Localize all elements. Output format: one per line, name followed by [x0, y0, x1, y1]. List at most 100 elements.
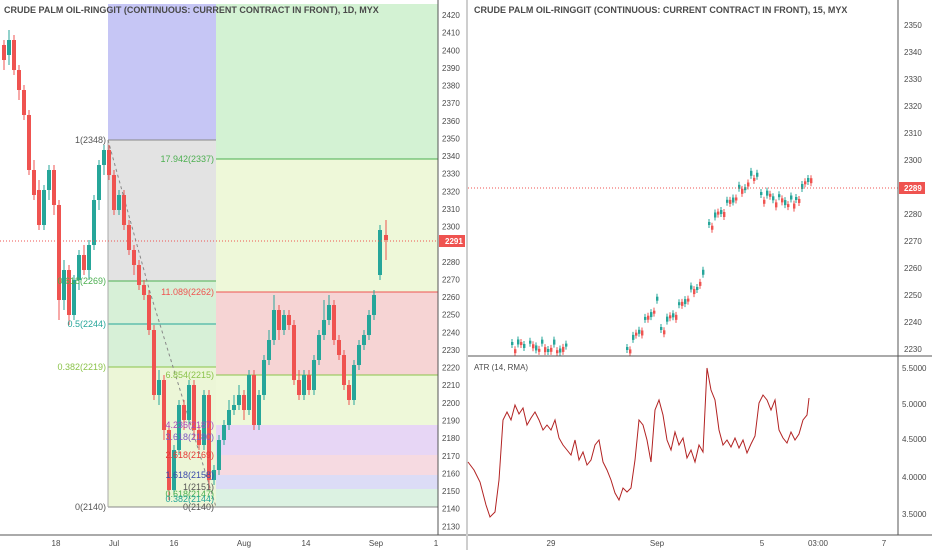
candle-body: [32, 170, 36, 195]
candle-body: [708, 222, 711, 225]
candle-body: [362, 335, 366, 345]
fib-right-2618: 2.618(2169): [165, 450, 214, 460]
left-y-tick: 2410: [442, 29, 460, 38]
candle-body: [237, 395, 241, 405]
right-price-axis[interactable]: 2350234023302320231023002290228022702260…: [897, 0, 925, 535]
atr-tick: 5.0000: [902, 400, 927, 409]
candle-body: [781, 198, 784, 203]
left-y-tick: 2360: [442, 117, 460, 126]
candle-body: [766, 190, 769, 196]
candle-body: [157, 380, 161, 395]
left-time-axis[interactable]: 18 Jul 16 Aug 14 Sep 1: [0, 534, 466, 548]
candle-body: [544, 347, 547, 353]
candle-body: [723, 212, 726, 218]
fib-right-0: 0(2140): [183, 502, 214, 512]
candle-body: [212, 470, 216, 480]
left-y-tick: 2230: [442, 346, 460, 355]
candle-body: [17, 70, 21, 90]
candle-body: [556, 350, 559, 354]
left-y-tick: 2320: [442, 187, 460, 196]
candle-body: [42, 190, 46, 225]
candle-body: [97, 165, 101, 200]
right-price-badge: [899, 182, 925, 194]
right-y-tick: 2340: [904, 48, 922, 57]
left-chart[interactable]: 1(2348) 0.618(2269) 0.5(2244) 0.382(2219…: [0, 4, 438, 512]
candle-body: [523, 343, 526, 348]
candle-body: [187, 385, 191, 420]
right-y-tick: 2330: [904, 75, 922, 84]
right-chart[interactable]: CRUDE PALM OIL-RINGGIT (CONTINUOUS: CURR…: [468, 5, 898, 357]
candle-body: [778, 194, 781, 198]
candle-body: [107, 150, 111, 175]
candle-body: [77, 255, 81, 280]
candle-body: [297, 380, 301, 395]
candle-body: [690, 285, 693, 290]
left-y-tick: 2330: [442, 170, 460, 179]
candle-body: [790, 195, 793, 200]
left-chart-title: CRUDE PALM OIL-RINGGIT (CONTINUOUS: CURR…: [4, 5, 379, 15]
candle-body: [252, 375, 256, 425]
atr-pane[interactable]: ATR (14, RMA) 5.5000 5.0000 4.5000 4.000…: [467, 363, 927, 519]
candle-body: [27, 115, 31, 170]
candle-body: [222, 425, 226, 440]
left-y-tick: 2370: [442, 99, 460, 108]
candle-body: [172, 450, 176, 490]
candle-body: [112, 175, 116, 210]
fib-lines: [107, 139, 438, 508]
candle-body: [132, 250, 136, 265]
left-price-axis[interactable]: 2420 2410 2400 2390 2380 2370 2360 2350 2340 2330…: [437, 0, 466, 535]
candle-body: [287, 315, 291, 325]
right-candles: [511, 167, 813, 357]
fib-left-1: 1(2348): [75, 135, 106, 145]
atr-line: [467, 367, 810, 518]
zone-pink: [216, 455, 438, 475]
candle-body: [378, 230, 382, 275]
candle-body: [795, 197, 798, 200]
candle-body: [322, 320, 326, 335]
right-x-tick: 29: [547, 539, 556, 548]
candle-body: [12, 40, 16, 70]
candle-body: [693, 289, 696, 295]
candle-body: [553, 339, 556, 345]
candle-body: [67, 270, 71, 315]
candle-body: [307, 375, 311, 390]
candle-body: [672, 313, 675, 318]
candle-body: [538, 348, 541, 352]
candle-body: [793, 203, 796, 209]
candle-body: [257, 395, 261, 425]
candle-body: [202, 395, 206, 445]
left-price-badge: [439, 235, 465, 247]
candle-body: [162, 380, 166, 430]
candle-body: [52, 170, 56, 205]
candle-body: [660, 327, 663, 330]
left-y-tick: 2300: [442, 223, 460, 232]
left-y-tick: 2270: [442, 275, 460, 284]
candle-body: [384, 235, 388, 240]
candle-body: [317, 335, 321, 360]
candle-body: [760, 192, 763, 195]
candle-body: [122, 195, 126, 225]
left-y-tick: 2350: [442, 134, 460, 143]
candle-body: [302, 375, 306, 395]
candle-body: [717, 211, 720, 215]
candle-body: [687, 298, 690, 302]
candle-body: [167, 430, 171, 490]
candle-body: [327, 305, 331, 320]
left-y-tick: 2280: [442, 258, 460, 267]
right-y-tick: 2240: [904, 318, 922, 327]
candle-body: [650, 312, 653, 318]
candle-body: [22, 90, 26, 115]
fib-right-11089: 11.089(2262): [161, 287, 214, 297]
right-time-axis[interactable]: 29 Sep 5 03:00 7: [468, 534, 932, 548]
candle-body: [142, 285, 146, 295]
left-x-tick: 14: [302, 539, 311, 548]
right-y-tick: 2280: [904, 210, 922, 219]
left-y-tick: 2220: [442, 364, 460, 373]
right-x-tick: 03:00: [808, 539, 829, 548]
candle-body: [763, 199, 766, 204]
right-x-tick: 7: [882, 539, 887, 548]
candle-body: [775, 202, 778, 208]
left-y-tick: 2340: [442, 152, 460, 161]
candle-body: [720, 210, 723, 215]
